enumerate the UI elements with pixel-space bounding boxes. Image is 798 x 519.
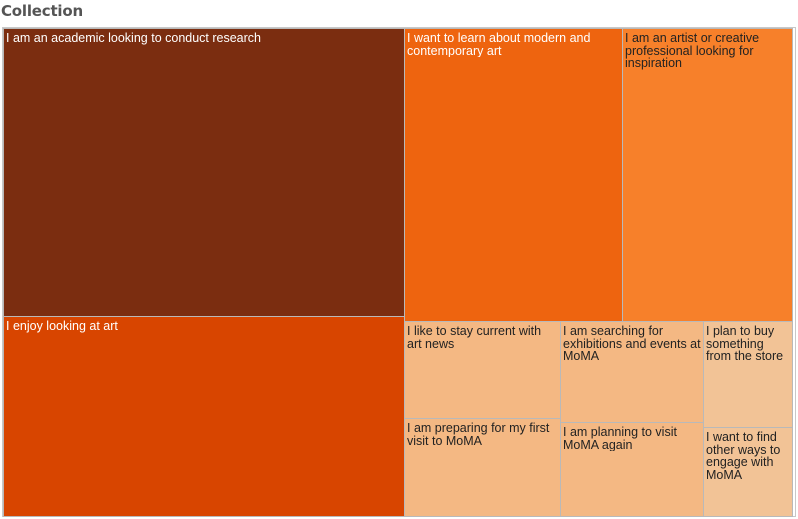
treemap-cell-label: I am an academic looking to conduct rese… [6, 32, 261, 45]
treemap-cell-label: I am an artist or creative professional … [625, 32, 760, 70]
treemap-cell-label: I want to learn about modern and contemp… [407, 32, 591, 57]
treemap-cell-label: I like to stay current with art news [407, 325, 542, 350]
treemap-cell[interactable] [3, 316, 405, 517]
treemap-cell-label: I enjoy looking at art [6, 320, 118, 333]
treemap-cell-label: I plan to buy something from the store [706, 325, 784, 363]
treemap-cell-label: I am planning to visit MoMA again [563, 426, 677, 451]
treemap-cell[interactable] [560, 422, 704, 517]
treemap-cell-label: I am searching for exhibitions and event… [563, 325, 701, 363]
treemap-cell[interactable] [3, 28, 405, 317]
treemap-cell[interactable] [404, 28, 623, 322]
treemap-cell-label: I want to find other ways to engage with… [706, 431, 781, 481]
treemap-cell[interactable] [703, 427, 793, 517]
chart-title: Collection [1, 2, 83, 20]
treemap-cell[interactable] [404, 418, 561, 517]
treemap-cell[interactable] [622, 28, 793, 322]
treemap-chart [3, 28, 793, 517]
treemap-cell[interactable] [404, 321, 561, 419]
treemap-cell-label: I am preparing for my first visit to MoM… [407, 422, 550, 447]
treemap-frame: I am an academic looking to conduct rese… [2, 27, 796, 517]
